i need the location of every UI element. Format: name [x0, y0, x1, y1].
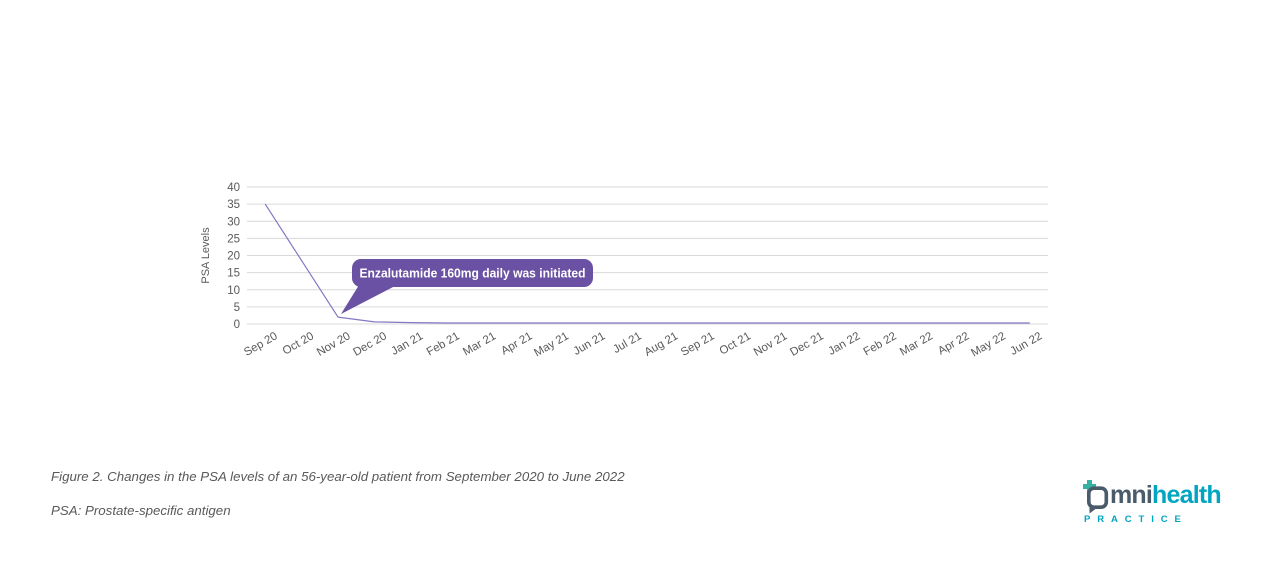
- x-tick-label: Dec 21: [788, 330, 826, 359]
- x-tick-label: Mar 22: [898, 330, 935, 358]
- y-tick-label: 25: [227, 233, 240, 245]
- y-tick-label: 20: [227, 251, 240, 263]
- x-tick-label: Nov 21: [752, 330, 790, 359]
- omnihealth-bubble-icon: [1083, 480, 1109, 514]
- y-axis-title: PSA Levels: [200, 227, 212, 284]
- y-tick-label: 30: [227, 216, 240, 228]
- omnihealth-logo-row: mni health: [1082, 480, 1222, 514]
- y-tick-label: 35: [227, 199, 240, 211]
- y-tick-label: 15: [227, 268, 240, 280]
- y-tick-label: 5: [234, 302, 240, 314]
- x-tick-label: Oct 21: [718, 330, 753, 357]
- omnihealth-logo: mni health PRACTICE: [1082, 480, 1222, 525]
- y-tick-label: 40: [227, 182, 240, 194]
- x-tick-label: Jul 21: [611, 330, 644, 356]
- psa-series-line: [264, 203, 1030, 324]
- x-tick-label: Aug 21: [643, 330, 681, 359]
- x-tick-label: Feb 21: [425, 330, 462, 358]
- x-tick-label: Jun 22: [1008, 330, 1044, 358]
- x-tick-label: Feb 22: [862, 330, 899, 358]
- x-tick-label: Jan 21: [389, 330, 425, 358]
- psa-footnote: PSA: Prostate-specific antigen: [51, 502, 231, 518]
- caption-block: Figure 2. Changes in the PSA levels of a…: [51, 469, 625, 537]
- callout-tail: [341, 285, 397, 314]
- logo-text-practice: PRACTICE: [1084, 514, 1188, 525]
- x-tick-label: May 22: [969, 330, 1008, 359]
- figure-caption: Figure 2. Changes in the PSA levels of a…: [51, 469, 625, 484]
- x-tick-label: Nov 20: [315, 330, 353, 359]
- y-tick-label: 0: [234, 319, 240, 331]
- x-tick-label: Dec 20: [351, 330, 389, 359]
- logo-text-omni: mni: [1110, 481, 1153, 509]
- x-tick-label: Oct 20: [281, 330, 316, 357]
- x-tick-label: May 21: [532, 330, 571, 359]
- logo-text-health: health: [1152, 481, 1222, 509]
- x-tick-label: Apr 22: [936, 330, 971, 357]
- x-tick-label: Apr 21: [499, 330, 534, 357]
- plus-icon: [1083, 480, 1096, 493]
- x-tick-label: Jun 21: [571, 330, 607, 358]
- x-tick-label: Mar 21: [461, 330, 498, 358]
- bubble-outline: [1087, 486, 1109, 509]
- y-tick-label: 10: [227, 285, 240, 297]
- callout-box: [352, 259, 593, 287]
- x-tick-label: Jan 22: [826, 330, 862, 358]
- bubble-tail: [1089, 504, 1098, 514]
- x-tick-label: Sep 21: [679, 330, 717, 359]
- callout-text: Enzalutamide 160mg daily was initiated: [360, 266, 586, 281]
- x-tick-label: Sep 20: [242, 330, 280, 359]
